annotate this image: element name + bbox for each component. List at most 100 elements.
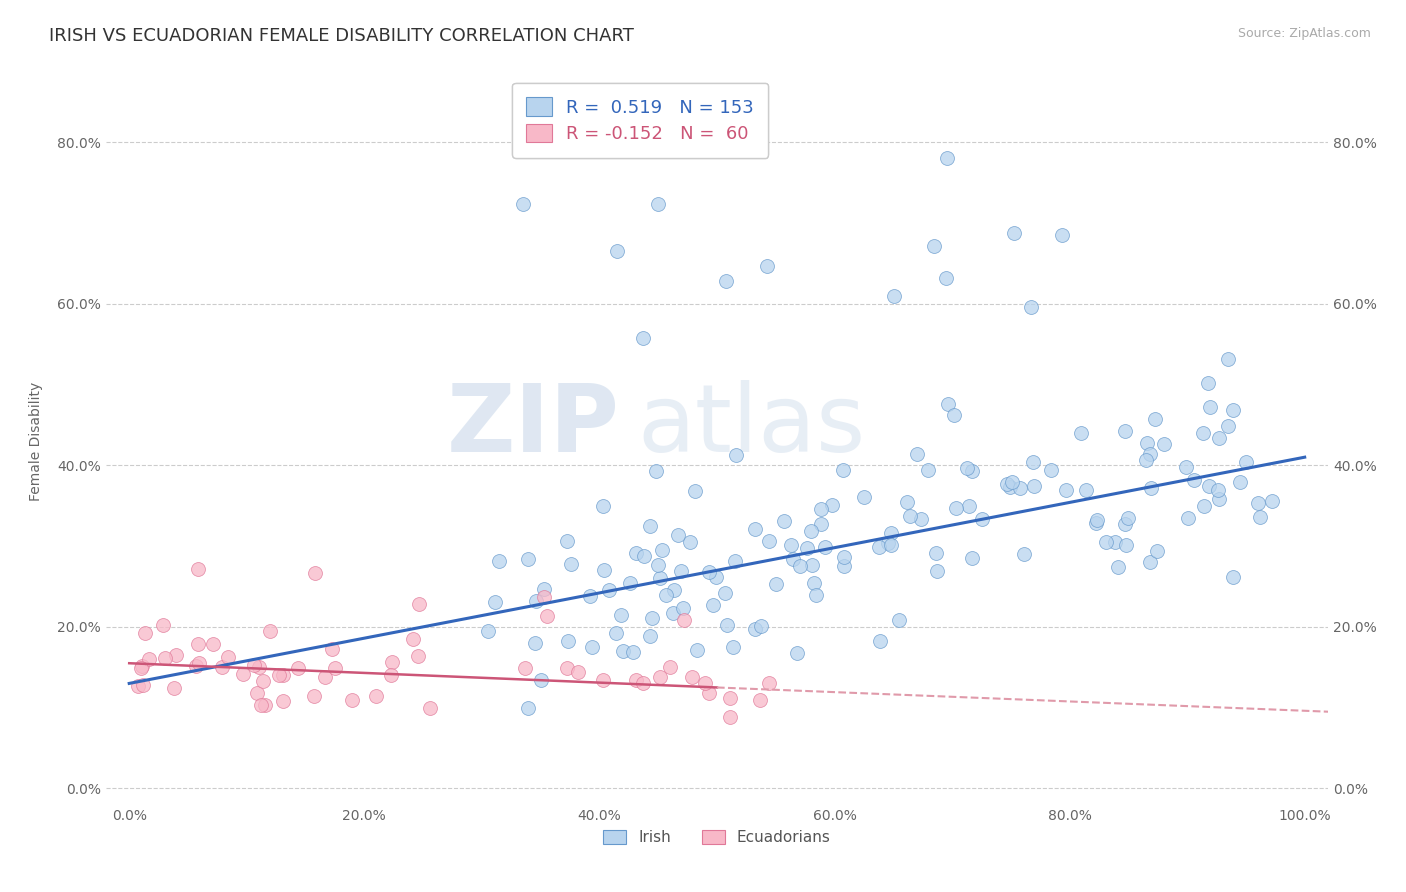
Point bbox=[1074, 483, 1097, 497]
Point bbox=[304, 566, 326, 581]
Point bbox=[477, 624, 499, 639]
Point bbox=[1040, 463, 1063, 477]
Point bbox=[1014, 547, 1036, 561]
Point bbox=[721, 640, 744, 654]
Point bbox=[271, 667, 294, 681]
Point bbox=[381, 655, 404, 669]
Point bbox=[217, 649, 239, 664]
Point bbox=[821, 499, 844, 513]
Point bbox=[773, 514, 796, 528]
Point bbox=[605, 626, 627, 640]
Point bbox=[672, 613, 695, 627]
Point bbox=[516, 551, 538, 566]
Point bbox=[581, 640, 603, 655]
Point bbox=[402, 632, 425, 646]
Point bbox=[925, 546, 948, 560]
Point bbox=[883, 289, 905, 303]
Point bbox=[681, 670, 703, 684]
Point bbox=[758, 534, 780, 549]
Point bbox=[957, 499, 980, 513]
Point bbox=[1136, 435, 1159, 450]
Point bbox=[671, 600, 693, 615]
Point bbox=[252, 674, 274, 689]
Point bbox=[1218, 352, 1240, 367]
Point bbox=[406, 648, 429, 663]
Point bbox=[780, 538, 803, 552]
Point bbox=[896, 494, 918, 508]
Point bbox=[789, 558, 811, 573]
Point bbox=[138, 652, 160, 666]
Point bbox=[1008, 481, 1031, 495]
Point bbox=[513, 660, 536, 674]
Point bbox=[648, 670, 671, 684]
Point bbox=[153, 651, 176, 665]
Point bbox=[598, 582, 620, 597]
Point bbox=[325, 661, 347, 675]
Point bbox=[1135, 453, 1157, 467]
Point bbox=[648, 571, 671, 585]
Point bbox=[165, 648, 187, 662]
Point bbox=[624, 673, 647, 687]
Point bbox=[647, 197, 669, 211]
Point bbox=[943, 408, 966, 422]
Point bbox=[638, 519, 661, 533]
Point bbox=[187, 637, 209, 651]
Point bbox=[935, 152, 957, 166]
Point bbox=[641, 610, 664, 624]
Point bbox=[1022, 479, 1045, 493]
Point bbox=[744, 522, 766, 536]
Point bbox=[1104, 535, 1126, 549]
Point bbox=[1234, 454, 1257, 468]
Point bbox=[631, 675, 654, 690]
Point bbox=[800, 524, 823, 538]
Point bbox=[666, 528, 689, 542]
Point bbox=[1229, 475, 1251, 489]
Point bbox=[631, 331, 654, 345]
Point bbox=[1222, 570, 1244, 584]
Point bbox=[132, 678, 155, 692]
Point bbox=[314, 670, 336, 684]
Point bbox=[1191, 426, 1213, 441]
Point bbox=[555, 661, 578, 675]
Point bbox=[302, 689, 325, 703]
Point bbox=[202, 637, 225, 651]
Point bbox=[718, 691, 741, 706]
Point bbox=[662, 606, 685, 620]
Point bbox=[925, 564, 948, 578]
Point bbox=[1085, 513, 1108, 527]
Point bbox=[152, 618, 174, 632]
Point bbox=[970, 512, 993, 526]
Point bbox=[533, 591, 555, 605]
Point bbox=[131, 659, 153, 673]
Point bbox=[782, 551, 804, 566]
Point bbox=[188, 657, 211, 671]
Point bbox=[340, 693, 363, 707]
Point bbox=[524, 594, 547, 608]
Point bbox=[606, 244, 628, 259]
Point bbox=[755, 259, 778, 273]
Point bbox=[832, 559, 855, 574]
Point bbox=[685, 484, 707, 499]
Point bbox=[898, 509, 921, 524]
Point bbox=[516, 700, 538, 714]
Point bbox=[1070, 426, 1092, 441]
Point bbox=[1002, 227, 1025, 241]
Point bbox=[1153, 437, 1175, 451]
Point bbox=[659, 659, 682, 673]
Point bbox=[810, 516, 832, 531]
Point bbox=[163, 681, 186, 695]
Point bbox=[960, 551, 983, 566]
Point bbox=[714, 586, 737, 600]
Point bbox=[669, 564, 692, 578]
Point bbox=[1198, 479, 1220, 493]
Point bbox=[814, 540, 837, 554]
Point bbox=[1182, 473, 1205, 487]
Point bbox=[744, 622, 766, 636]
Point bbox=[765, 577, 787, 591]
Point bbox=[748, 693, 770, 707]
Point bbox=[806, 588, 828, 602]
Point bbox=[1115, 538, 1137, 552]
Point bbox=[557, 633, 579, 648]
Legend: R =  0.519   N = 153, R = -0.152   N =  60: R = 0.519 N = 153, R = -0.152 N = 60 bbox=[512, 83, 769, 158]
Point bbox=[211, 660, 233, 674]
